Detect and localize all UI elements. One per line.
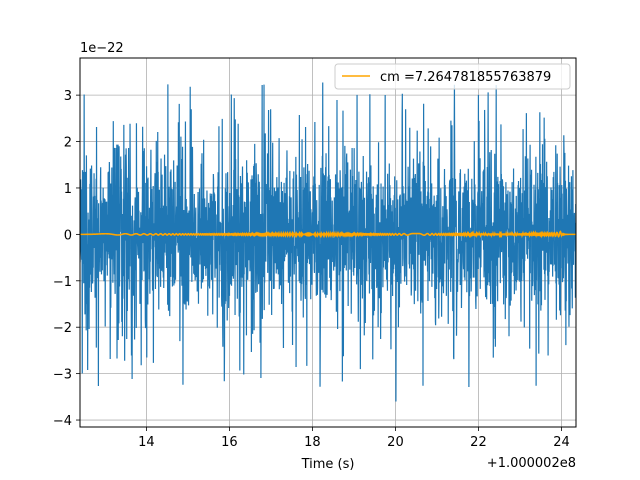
x-axis-label: Time (s): [301, 457, 355, 472]
legend: cm =7.264781855763879: [334, 63, 571, 90]
y-tick-label: 1: [64, 182, 72, 197]
x-tick-label: 18: [304, 435, 321, 450]
y-tick-label: 0: [64, 228, 72, 243]
chirp-series-line: [80, 230, 576, 239]
x-tick-label: 22: [470, 435, 487, 450]
legend-box: [334, 63, 571, 90]
axis-ticks: 14 16 18 20 22 24 −4 −3 −2 −1 0 1 2 3: [53, 89, 570, 450]
y-tick-label: −3: [53, 368, 72, 383]
legend-label-chirp: cm =7.264781855763879: [380, 70, 551, 85]
noise-series-line: [80, 82, 576, 402]
y-tick-label: 3: [64, 89, 72, 104]
y-tick-label: −1: [53, 275, 72, 290]
series-layer: [80, 82, 576, 402]
x-tick-label: 14: [138, 435, 155, 450]
y-tick-label: 2: [64, 136, 72, 151]
x-tick-label: 24: [553, 435, 570, 450]
y-tick-label: −4: [53, 414, 72, 429]
y-scale-label: 1e−22: [80, 41, 124, 56]
plot-frame: [79, 57, 577, 428]
x-tick-label: 20: [387, 435, 404, 450]
x-tick-label: 16: [221, 435, 238, 450]
x-offset-label: +1.000002e8: [487, 456, 576, 471]
y-tick-label: −2: [53, 321, 72, 336]
